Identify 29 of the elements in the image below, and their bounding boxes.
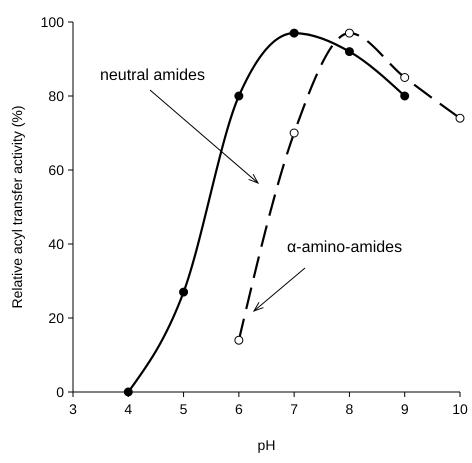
point xyxy=(400,92,410,100)
y-tick-label: 60 xyxy=(48,162,64,178)
point xyxy=(290,128,299,138)
x-tick-label: 6 xyxy=(234,401,243,417)
x-tick-label: 8 xyxy=(346,401,354,417)
point xyxy=(344,28,354,38)
point xyxy=(234,336,244,345)
point xyxy=(456,114,464,123)
y-tick-label: 100 xyxy=(40,14,64,30)
x-tick-label: 10 xyxy=(452,401,468,417)
point xyxy=(179,288,188,297)
x-tick-label: 3 xyxy=(69,401,78,417)
x-axis-title: pH xyxy=(258,437,276,453)
y-tick-label: 0 xyxy=(56,384,64,400)
point xyxy=(344,47,354,56)
text: neutral amides xyxy=(100,67,205,84)
point xyxy=(400,73,410,82)
point xyxy=(124,388,133,396)
y-tick-label: 40 xyxy=(48,236,64,252)
series-label: α-amino-amides xyxy=(287,239,402,256)
point xyxy=(290,28,299,38)
point xyxy=(234,92,244,100)
x-tick-label: 9 xyxy=(400,401,409,417)
x-tick-label: 5 xyxy=(180,401,188,417)
x-tick-label: 4 xyxy=(124,401,132,417)
y-axis-title: Relative acyl transfer activity (%) xyxy=(9,105,25,309)
y-tick-label: 80 xyxy=(48,88,64,104)
y-tick-label: 20 xyxy=(48,310,64,326)
x-tick-label: 7 xyxy=(290,401,298,417)
